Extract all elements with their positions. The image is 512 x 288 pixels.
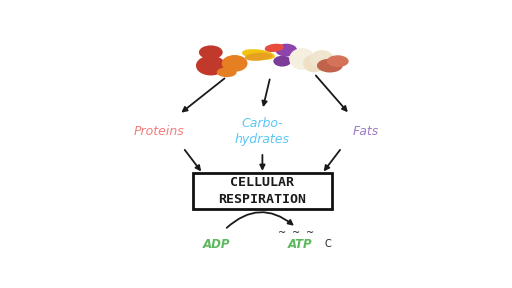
- Text: ADP: ADP: [203, 238, 230, 251]
- Text: CELLULAR
RESPIRATION: CELLULAR RESPIRATION: [219, 176, 306, 206]
- Ellipse shape: [196, 56, 226, 75]
- Text: C: C: [325, 239, 331, 249]
- Text: ~: ~: [292, 228, 300, 238]
- Ellipse shape: [317, 59, 343, 73]
- Text: ~: ~: [278, 228, 286, 238]
- Ellipse shape: [327, 55, 349, 67]
- Ellipse shape: [217, 67, 237, 77]
- Text: Fats: Fats: [352, 124, 379, 138]
- Ellipse shape: [310, 50, 334, 68]
- Ellipse shape: [265, 44, 284, 52]
- Ellipse shape: [199, 46, 223, 59]
- Ellipse shape: [275, 44, 297, 56]
- FancyBboxPatch shape: [193, 173, 332, 209]
- Text: Proteins: Proteins: [134, 124, 185, 138]
- Text: ~: ~: [306, 228, 314, 238]
- Ellipse shape: [303, 54, 325, 72]
- Text: Carbo-
hydrates: Carbo- hydrates: [235, 117, 290, 145]
- Ellipse shape: [222, 55, 247, 72]
- Ellipse shape: [273, 56, 291, 67]
- Ellipse shape: [242, 49, 275, 60]
- Ellipse shape: [289, 48, 315, 70]
- Ellipse shape: [245, 53, 272, 61]
- Text: ATP: ATP: [288, 238, 312, 251]
